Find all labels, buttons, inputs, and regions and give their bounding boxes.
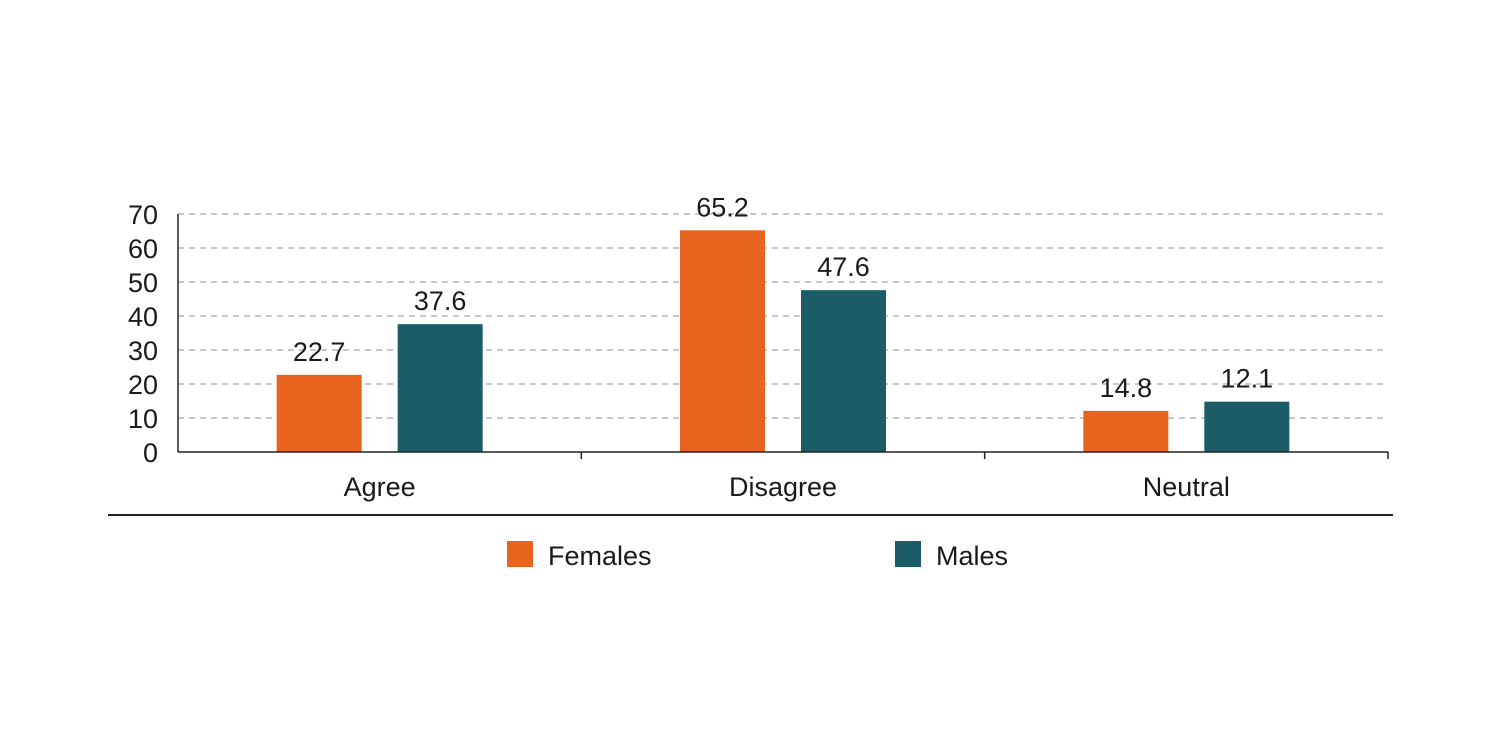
y-tick-label: 70 bbox=[128, 200, 158, 230]
bar-females bbox=[680, 230, 765, 452]
data-label: 37.6 bbox=[414, 286, 467, 316]
legend-label: Females bbox=[548, 541, 652, 571]
x-axis: Agree Disagree Neutral bbox=[178, 451, 1389, 502]
bar-females bbox=[276, 374, 362, 452]
y-tick-label: 20 bbox=[128, 370, 158, 400]
legend: Females Males bbox=[507, 541, 1008, 571]
data-label: 47.6 bbox=[817, 252, 870, 282]
y-tick-label: 10 bbox=[128, 404, 158, 434]
category-label: Disagree bbox=[729, 472, 837, 502]
y-tick-label: 40 bbox=[128, 302, 158, 332]
bar-females bbox=[1083, 410, 1169, 452]
y-axis: 0 10 20 30 40 50 60 70 bbox=[128, 200, 179, 468]
bar-males bbox=[1204, 401, 1290, 452]
data-label: 14.8 bbox=[1100, 373, 1153, 403]
legend-label: Males bbox=[936, 541, 1008, 571]
bar-males bbox=[801, 290, 886, 452]
legend-swatch-males bbox=[895, 541, 921, 567]
category-label: Neutral bbox=[1143, 472, 1230, 502]
gridlines bbox=[178, 213, 1388, 419]
category-label: Agree bbox=[344, 472, 416, 502]
y-tick-label: 0 bbox=[143, 438, 158, 468]
bars: 22.7 37.6 65.2 47.6 14.8 12.1 bbox=[276, 192, 1290, 452]
data-label: 65.2 bbox=[696, 192, 749, 222]
y-tick-label: 30 bbox=[128, 336, 158, 366]
y-tick-label: 50 bbox=[128, 268, 158, 298]
data-label: 22.7 bbox=[293, 337, 346, 367]
bar-males bbox=[397, 324, 483, 452]
y-tick-label: 60 bbox=[128, 234, 158, 264]
data-label: 12.1 bbox=[1221, 364, 1274, 394]
legend-swatch-females bbox=[507, 541, 533, 567]
